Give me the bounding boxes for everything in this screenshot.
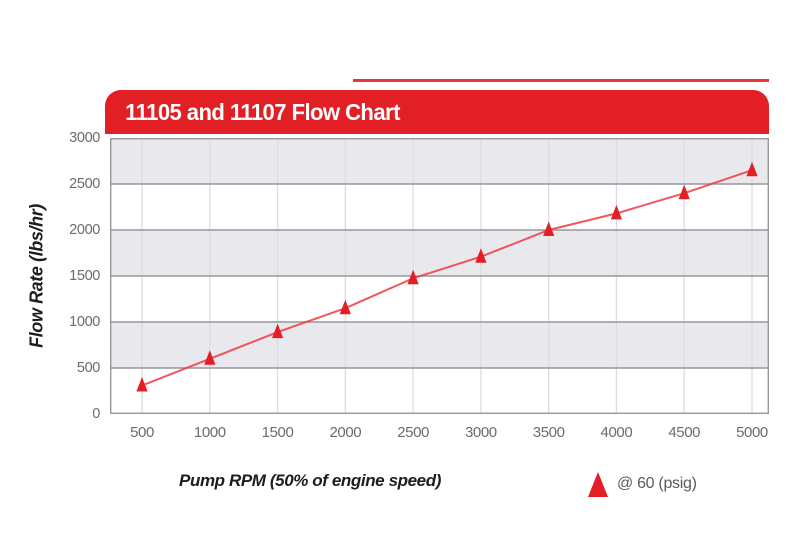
y-tick-label: 2500 (69, 175, 100, 192)
triangle-marker-icon (588, 471, 608, 497)
plot-area (110, 138, 769, 414)
y-tick-label: 1500 (69, 267, 100, 284)
x-tick-label: 4500 (668, 424, 701, 441)
x-tick-label: 5000 (736, 424, 768, 441)
flow-rate-line-chart (110, 138, 769, 414)
x-tick-label: 1000 (193, 424, 226, 441)
x-tick-label: 1500 (261, 424, 294, 441)
y-tick-label: 500 (76, 359, 101, 376)
y-tick-label: 2000 (69, 221, 100, 238)
y-tick-label: 1000 (69, 313, 100, 330)
legend: @ 60 (psig) (588, 468, 697, 500)
x-tick-label: 3500 (532, 424, 565, 441)
page-rule-line (353, 79, 769, 82)
chart-title-bar: 11105 and 11107 Flow Chart (105, 90, 769, 134)
x-tick-label: 500 (130, 424, 154, 441)
legend-label: @ 60 (psig) (617, 475, 697, 492)
x-tick-label: 4000 (600, 424, 633, 441)
x-axis-title: Pump RPM (50% of engine speed) (179, 471, 441, 490)
chart-title: 11105 and 11107 Flow Chart (125, 99, 400, 125)
y-tick-label: 3000 (69, 129, 100, 146)
x-tick-label: 2000 (329, 424, 362, 441)
x-tick-label: 3000 (464, 424, 497, 441)
x-tick-label: 2500 (397, 424, 429, 441)
y-tick-label: 0 (92, 405, 100, 422)
